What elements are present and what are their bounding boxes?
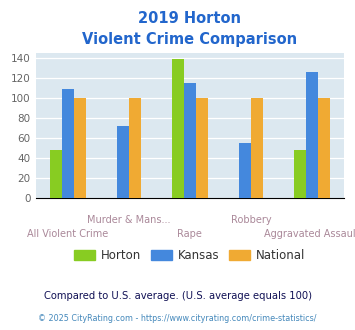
Bar [318, 98, 330, 198]
Bar [50, 150, 62, 198]
Bar [62, 89, 74, 198]
Text: All Violent Crime: All Violent Crime [27, 229, 109, 239]
Text: Robbery: Robbery [231, 215, 271, 225]
Text: Aggravated Assault: Aggravated Assault [264, 229, 355, 239]
Bar [117, 126, 129, 198]
Bar [171, 59, 184, 198]
Bar [294, 150, 306, 198]
Bar [239, 143, 251, 198]
Text: © 2025 CityRating.com - https://www.cityrating.com/crime-statistics/: © 2025 CityRating.com - https://www.city… [38, 314, 317, 323]
Legend: Horton, Kansas, National: Horton, Kansas, National [70, 245, 310, 267]
Bar [306, 72, 318, 198]
Bar [184, 83, 196, 198]
Bar [129, 98, 141, 198]
Title: 2019 Horton
Violent Crime Comparison: 2019 Horton Violent Crime Comparison [82, 12, 297, 48]
Text: Rape: Rape [178, 229, 202, 239]
Text: Compared to U.S. average. (U.S. average equals 100): Compared to U.S. average. (U.S. average … [44, 291, 311, 301]
Text: Murder & Mans...: Murder & Mans... [87, 215, 171, 225]
Bar [251, 98, 263, 198]
Bar [74, 98, 86, 198]
Bar [196, 98, 208, 198]
